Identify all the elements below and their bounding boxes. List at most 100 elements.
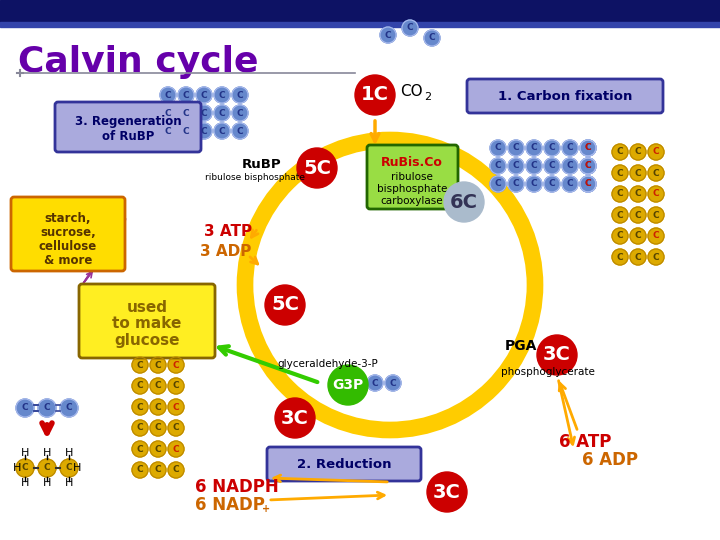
Circle shape: [160, 87, 176, 103]
Text: C: C: [653, 147, 660, 157]
Text: C: C: [201, 91, 207, 99]
Text: C: C: [165, 126, 171, 136]
Circle shape: [150, 441, 166, 457]
Text: C: C: [155, 423, 161, 433]
Circle shape: [630, 186, 646, 202]
Circle shape: [160, 123, 176, 139]
Text: 5C: 5C: [271, 295, 299, 314]
Text: C: C: [155, 381, 161, 390]
Text: & more: & more: [44, 254, 92, 267]
Circle shape: [580, 176, 596, 192]
FancyBboxPatch shape: [11, 197, 125, 271]
Circle shape: [150, 378, 166, 394]
Text: RuBP: RuBP: [242, 158, 282, 171]
Text: C: C: [173, 465, 179, 475]
Circle shape: [580, 176, 596, 192]
Text: CO: CO: [400, 84, 423, 99]
Text: C: C: [585, 179, 591, 188]
Text: C: C: [635, 147, 642, 157]
Text: C: C: [183, 126, 189, 136]
Text: C: C: [585, 144, 591, 152]
Circle shape: [150, 399, 166, 415]
Text: 5C: 5C: [303, 159, 331, 178]
Text: 3. Regeneration: 3. Regeneration: [75, 114, 181, 127]
Circle shape: [648, 207, 664, 223]
Circle shape: [630, 207, 646, 223]
Text: C: C: [653, 168, 660, 178]
Text: C: C: [635, 232, 642, 240]
Circle shape: [648, 186, 664, 202]
Text: C: C: [137, 423, 143, 433]
Text: C: C: [635, 211, 642, 219]
Circle shape: [544, 140, 560, 156]
Text: 6C: 6C: [450, 192, 478, 212]
Circle shape: [526, 140, 542, 156]
Circle shape: [168, 378, 184, 394]
Text: C: C: [531, 144, 537, 152]
Text: H: H: [21, 448, 30, 458]
Text: 1C: 1C: [361, 85, 389, 105]
Circle shape: [214, 87, 230, 103]
Text: C: C: [407, 24, 413, 32]
Text: C: C: [137, 381, 143, 390]
Text: C: C: [653, 190, 660, 199]
Text: C: C: [155, 465, 161, 475]
Text: G3P: G3P: [333, 378, 364, 392]
Circle shape: [612, 207, 628, 223]
Circle shape: [444, 182, 484, 222]
Circle shape: [150, 462, 166, 478]
Text: C: C: [585, 161, 591, 171]
Circle shape: [214, 123, 230, 139]
Circle shape: [132, 357, 148, 373]
Circle shape: [580, 158, 596, 174]
Text: carboxylase: carboxylase: [381, 196, 444, 206]
Text: C: C: [173, 402, 179, 411]
Text: used: used: [127, 300, 168, 315]
Circle shape: [60, 399, 78, 417]
Circle shape: [232, 123, 248, 139]
Text: 6 ADP: 6 ADP: [582, 451, 638, 469]
Circle shape: [214, 105, 230, 121]
Circle shape: [580, 158, 596, 174]
Text: C: C: [155, 444, 161, 454]
Circle shape: [580, 140, 596, 156]
Circle shape: [544, 158, 560, 174]
Text: C: C: [635, 190, 642, 199]
Circle shape: [490, 158, 506, 174]
Text: C: C: [617, 232, 624, 240]
Circle shape: [537, 335, 577, 375]
Text: C: C: [428, 33, 436, 43]
Circle shape: [385, 375, 401, 391]
Text: ribulose bisphosphate: ribulose bisphosphate: [205, 173, 305, 183]
Text: C: C: [237, 109, 243, 118]
Circle shape: [508, 158, 524, 174]
Text: C: C: [635, 168, 642, 178]
Circle shape: [16, 459, 34, 477]
Text: H: H: [65, 478, 73, 488]
Circle shape: [648, 165, 664, 181]
Text: C: C: [653, 211, 660, 219]
Text: C: C: [44, 403, 50, 413]
Text: of RuBP: of RuBP: [102, 130, 154, 143]
Circle shape: [612, 249, 628, 265]
Text: 3C: 3C: [433, 483, 461, 502]
Text: bisphosphate: bisphosphate: [377, 184, 447, 194]
Circle shape: [168, 357, 184, 373]
Circle shape: [380, 27, 396, 43]
Text: C: C: [635, 253, 642, 261]
Text: C: C: [372, 379, 378, 388]
Text: C: C: [585, 179, 591, 188]
Text: C: C: [653, 232, 660, 240]
Text: 3C: 3C: [281, 408, 309, 428]
Text: C: C: [384, 30, 391, 39]
Text: C: C: [201, 109, 207, 118]
Circle shape: [526, 176, 542, 192]
Text: C: C: [513, 161, 519, 171]
Text: C: C: [585, 144, 591, 152]
Circle shape: [427, 472, 467, 512]
Text: C: C: [219, 126, 225, 136]
Circle shape: [490, 176, 506, 192]
Circle shape: [132, 378, 148, 394]
Text: RuBis.Co: RuBis.Co: [381, 157, 443, 170]
Text: C: C: [495, 161, 501, 171]
